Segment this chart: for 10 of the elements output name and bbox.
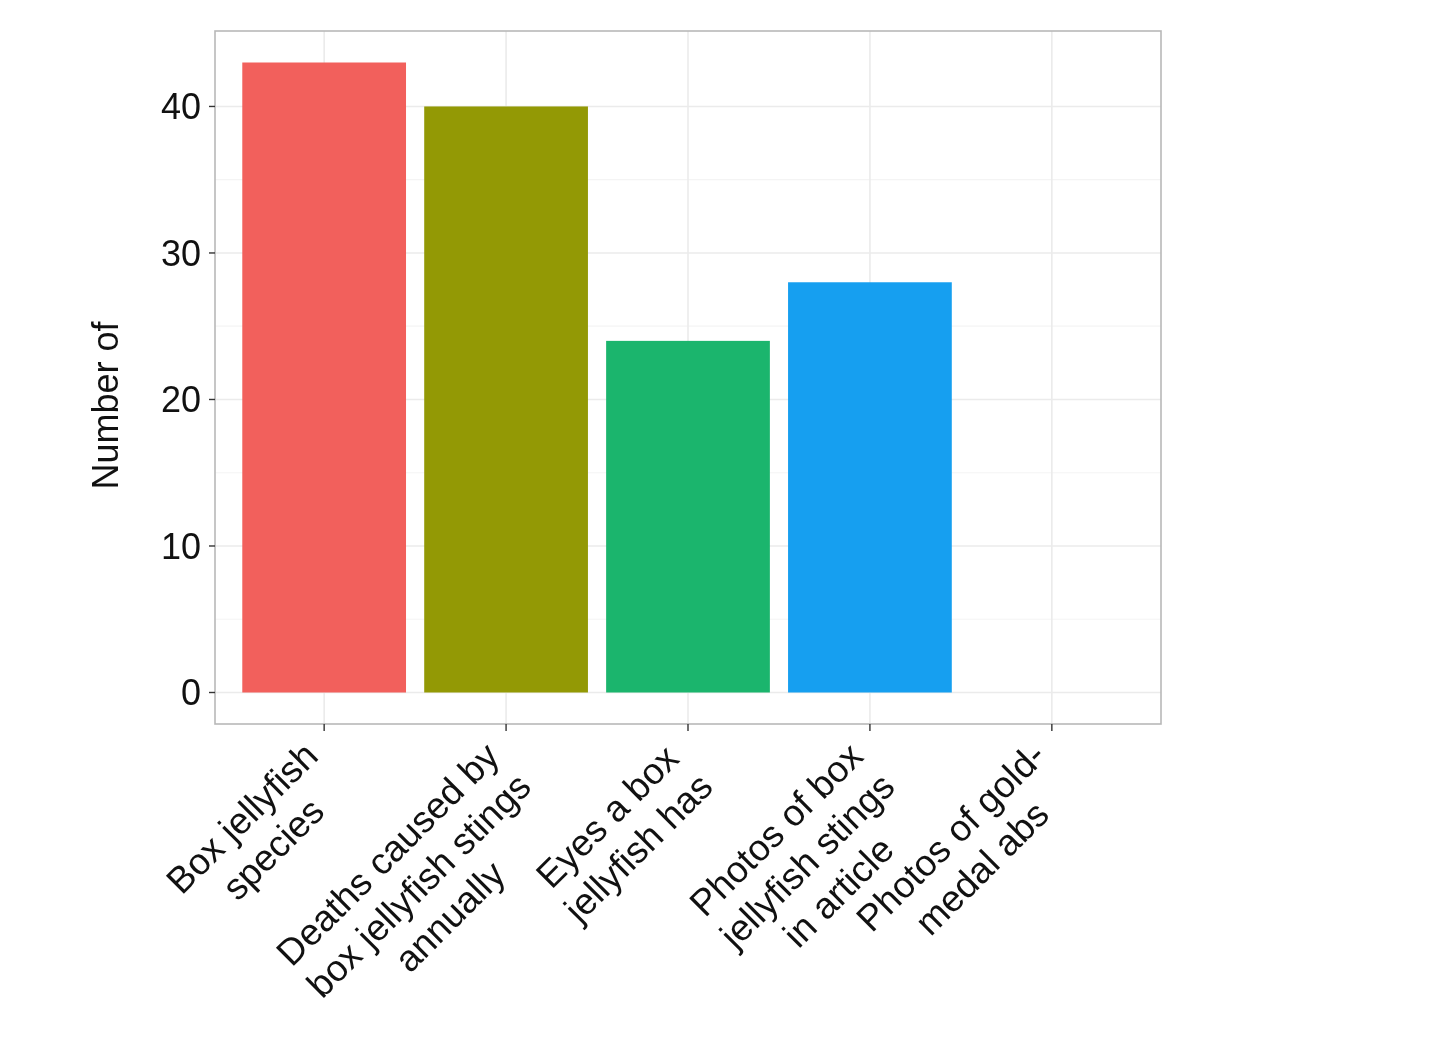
- y-tick-label: 0: [180, 672, 201, 714]
- bar: [606, 340, 770, 693]
- bar: [788, 282, 952, 693]
- y-tick-label: 40: [160, 86, 201, 128]
- y-tick-label: 30: [160, 232, 201, 274]
- y-tick-label: 20: [160, 379, 201, 421]
- bar: [424, 106, 588, 693]
- bar: [242, 62, 407, 693]
- y-axis-title: Number of: [85, 320, 126, 490]
- y-tick-label: 10: [160, 525, 201, 567]
